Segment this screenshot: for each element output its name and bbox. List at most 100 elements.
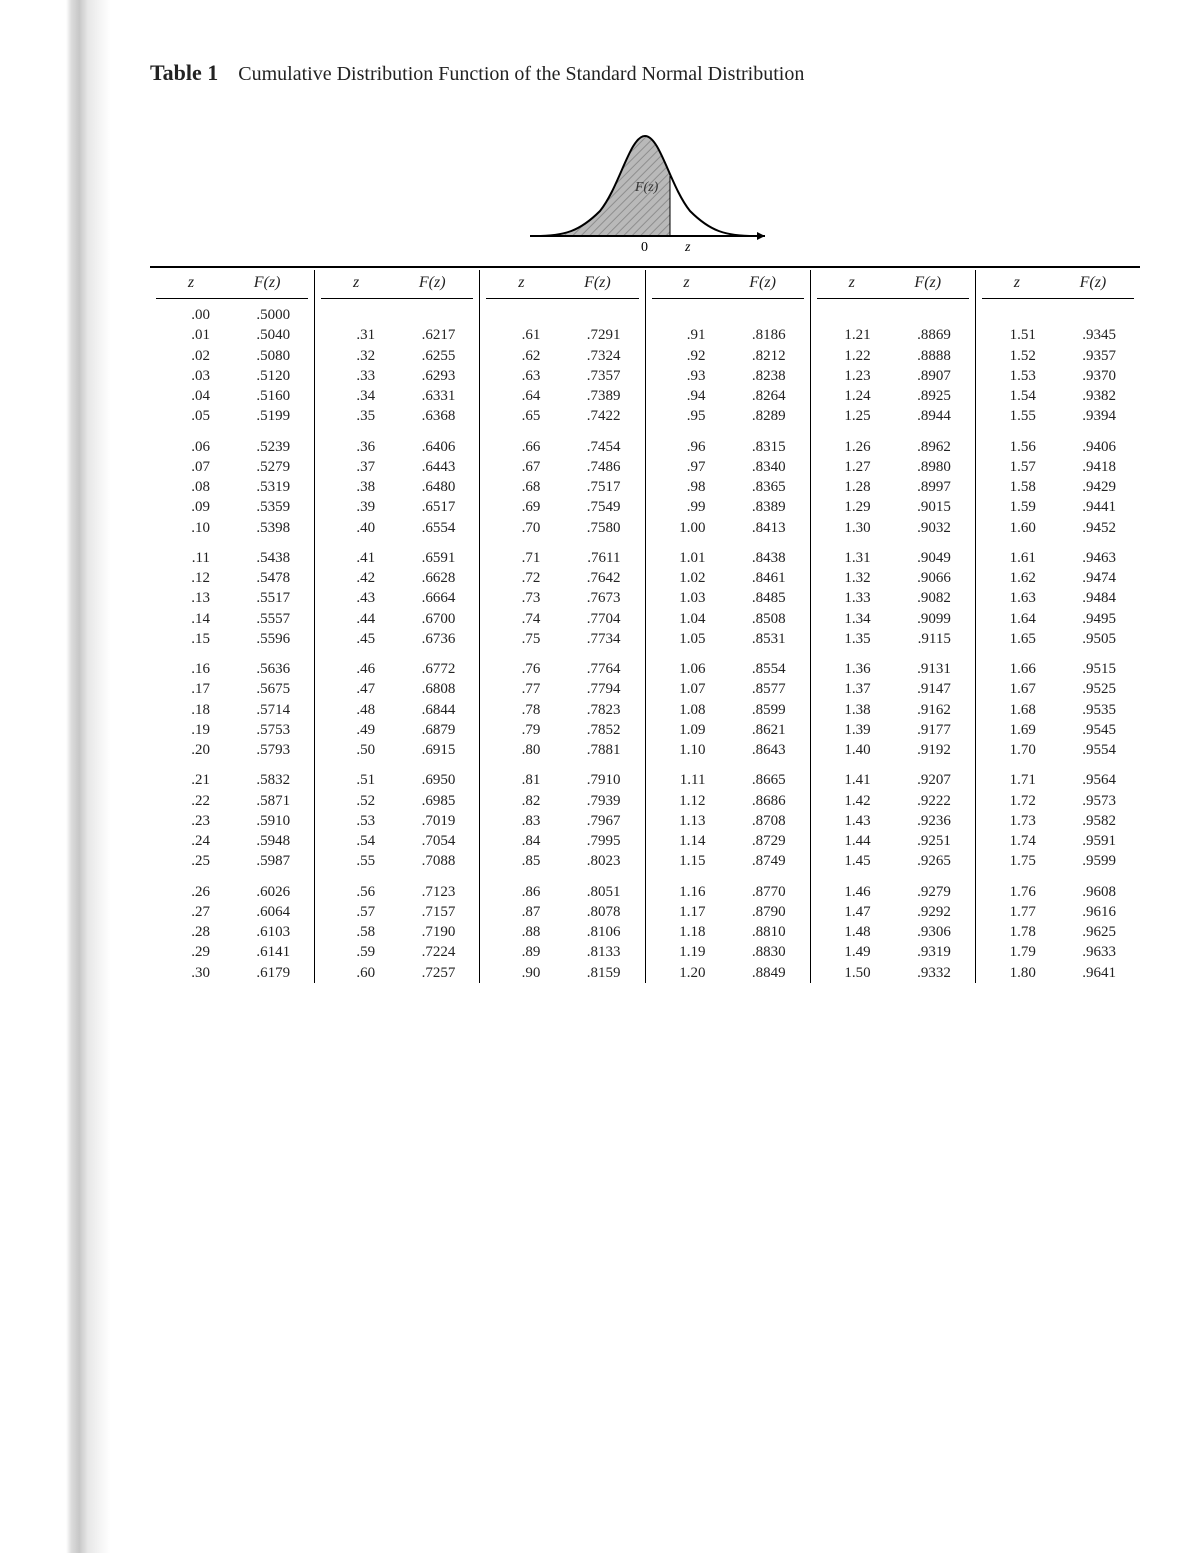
cell-fz: .8461 [722, 568, 804, 588]
cell-fz: .8770 [722, 882, 804, 902]
cell-z: .44 [321, 609, 391, 629]
header-z: z [156, 274, 226, 292]
cell-fz: .7611 [556, 548, 638, 568]
cell-z: .86 [486, 882, 556, 902]
cell-fz: .9582 [1052, 811, 1134, 831]
cell-z: .94 [652, 386, 722, 406]
cell-fz: .6985 [391, 791, 473, 811]
cell-z: .28 [156, 922, 226, 942]
cell-z: .76 [486, 659, 556, 679]
cell-z: 1.43 [817, 811, 887, 831]
cell-z: .71 [486, 548, 556, 568]
table-row: .05.5199 [156, 406, 308, 426]
table-row: .70.7580 [486, 518, 638, 538]
cell-z: 1.34 [817, 609, 887, 629]
table-row: 1.28.8997 [817, 477, 969, 497]
table-row: 1.46.9279 [817, 882, 969, 902]
table-row: .03.5120 [156, 366, 308, 386]
cell-z: .99 [652, 497, 722, 517]
cell-fz: .9484 [1052, 588, 1134, 608]
table-row: .33.6293 [321, 366, 473, 386]
cell-fz: .5832 [226, 770, 308, 790]
cell-z: 1.45 [817, 851, 887, 871]
cell-z: .55 [321, 851, 391, 871]
table-row: .91.8186 [652, 325, 804, 345]
table-row: 1.17.8790 [652, 902, 804, 922]
cell-fz: .9616 [1052, 902, 1134, 922]
cell-fz: .9370 [1052, 366, 1134, 386]
cell-fz [887, 305, 969, 325]
table-row: 1.68.9535 [982, 700, 1134, 720]
table-row: .52.6985 [321, 791, 473, 811]
cell-z: .49 [321, 720, 391, 740]
table-row: .71.7611 [486, 548, 638, 568]
cell-z: 1.77 [982, 902, 1052, 922]
cell-z: .39 [321, 497, 391, 517]
cell-fz: .5675 [226, 679, 308, 699]
cell-fz: .9207 [887, 770, 969, 790]
table-row: .11.5438 [156, 548, 308, 568]
cell-fz: .5359 [226, 497, 308, 517]
table-row: 1.62.9474 [982, 568, 1134, 588]
cell-z: 1.28 [817, 477, 887, 497]
table-row: 1.57.9418 [982, 457, 1134, 477]
header-fz: F(z) [722, 274, 804, 292]
table-row: .68.7517 [486, 477, 638, 497]
table-row: 1.34.9099 [817, 609, 969, 629]
cell-fz: .9222 [887, 791, 969, 811]
cell-z: .48 [321, 700, 391, 720]
cell-fz: .5120 [226, 366, 308, 386]
cell-fz: .5239 [226, 437, 308, 457]
cell-fz: .6141 [226, 942, 308, 962]
cell-fz: .9345 [1052, 325, 1134, 345]
cell-z: .19 [156, 720, 226, 740]
table-row: .36.6406 [321, 437, 473, 457]
cell-fz: .6844 [391, 700, 473, 720]
cell-fz: .7823 [556, 700, 638, 720]
cell-fz: .7704 [556, 609, 638, 629]
cell-z: 1.26 [817, 437, 887, 457]
cell-fz: .5793 [226, 740, 308, 760]
cell-fz: .6664 [391, 588, 473, 608]
cell-z: .00 [156, 305, 226, 325]
axis-zero-label: 0 [641, 240, 648, 255]
table-row: .51.6950 [321, 770, 473, 790]
table-row: 1.23.8907 [817, 366, 969, 386]
table-row: 1.21.8869 [817, 325, 969, 345]
cell-fz: .8340 [722, 457, 804, 477]
cell-fz: .9633 [1052, 942, 1134, 962]
cell-fz: .6480 [391, 477, 473, 497]
header-z: z [321, 274, 391, 292]
cell-z: .16 [156, 659, 226, 679]
header-fz: F(z) [1052, 274, 1134, 292]
cell-z: 1.73 [982, 811, 1052, 831]
cell-fz: .8869 [887, 325, 969, 345]
cell-fz: .5517 [226, 588, 308, 608]
table-row: 1.08.8599 [652, 700, 804, 720]
cell-z: .78 [486, 700, 556, 720]
cell-fz: .9162 [887, 700, 969, 720]
table-row: 1.72.9573 [982, 791, 1134, 811]
cell-z: 1.31 [817, 548, 887, 568]
table-row: 1.71.9564 [982, 770, 1134, 790]
cell-z: .40 [321, 518, 391, 538]
cell-fz: .8925 [887, 386, 969, 406]
table-row: .49.6879 [321, 720, 473, 740]
cell-fz: .5279 [226, 457, 308, 477]
cell-z: .10 [156, 518, 226, 538]
cell-fz: .7734 [556, 629, 638, 649]
table-row: .47.6808 [321, 679, 473, 699]
cell-z: .93 [652, 366, 722, 386]
cell-z: 1.03 [652, 588, 722, 608]
cell-z: .77 [486, 679, 556, 699]
cell-z: .21 [156, 770, 226, 790]
table-row: .50.6915 [321, 740, 473, 760]
table-row [321, 305, 473, 325]
cell-fz: .6554 [391, 518, 473, 538]
cell-z: 1.38 [817, 700, 887, 720]
cell-fz: .9357 [1052, 346, 1134, 366]
cell-z: .97 [652, 457, 722, 477]
cell-z: .56 [321, 882, 391, 902]
cell-z: .25 [156, 851, 226, 871]
cell-fz: .8485 [722, 588, 804, 608]
